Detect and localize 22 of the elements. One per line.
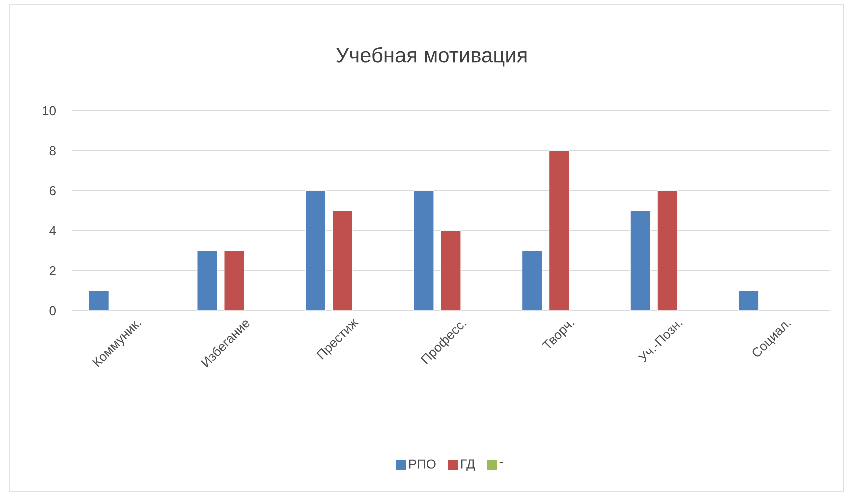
bar	[630, 210, 651, 312]
y-tick-label: 10	[43, 106, 56, 116]
legend-label: -	[500, 462, 504, 464]
chart-title: Учебная мотивация	[336, 47, 527, 67]
bar	[738, 290, 760, 312]
bar	[657, 190, 678, 312]
bar	[414, 190, 434, 312]
bar	[440, 230, 462, 312]
y-tick-label: 6	[50, 186, 56, 196]
bar	[88, 290, 110, 312]
y-tick-label: 8	[50, 146, 56, 156]
bar	[197, 250, 218, 312]
legend-label: РПО	[409, 460, 436, 469]
bar	[305, 190, 326, 312]
bar	[332, 210, 354, 312]
y-tick-label: 0	[50, 306, 56, 316]
bar	[548, 150, 570, 312]
y-tick-label: 2	[50, 266, 56, 276]
legend-label: ГД	[461, 460, 476, 472]
y-tick-label: 4	[50, 226, 56, 236]
bar	[522, 250, 543, 312]
bar	[224, 250, 245, 312]
